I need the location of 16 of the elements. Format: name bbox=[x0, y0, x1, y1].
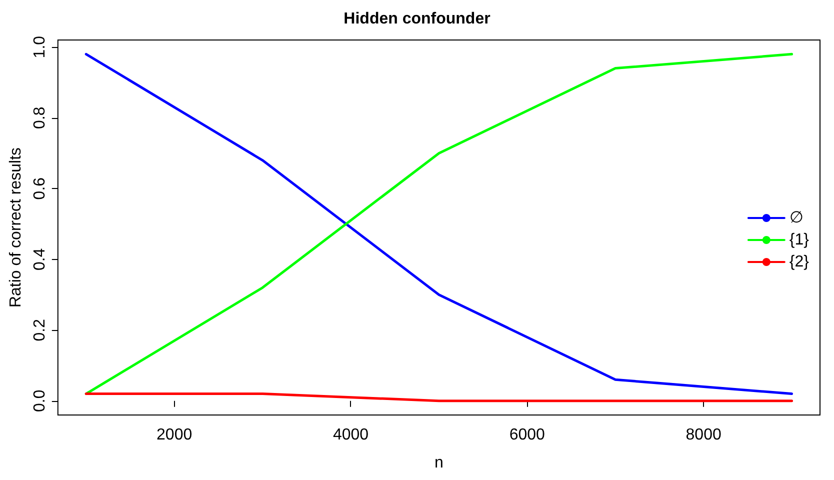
x-tick-label: 6000 bbox=[509, 426, 546, 444]
x-tick-label: 8000 bbox=[686, 426, 722, 444]
legend-label: ∅ bbox=[789, 210, 804, 226]
y-axis-title: Ratio of correct results bbox=[8, 147, 24, 308]
x-tick-label: 4000 bbox=[332, 426, 369, 444]
y-tick-label: 0.8 bbox=[31, 106, 48, 129]
legend-label: {2} bbox=[789, 254, 810, 270]
x-axis-title: n bbox=[434, 454, 444, 472]
y-tick-label: 1.0 bbox=[31, 36, 48, 58]
legend-label: {1} bbox=[789, 232, 810, 248]
chart-title: Hidden confounder bbox=[344, 10, 490, 28]
x-tick-label: 2000 bbox=[156, 426, 192, 444]
y-tick-label: 0.4 bbox=[31, 248, 48, 270]
y-tick-label: 0.2 bbox=[31, 318, 48, 342]
y-tick-label: 0.6 bbox=[31, 177, 48, 200]
y-tick-label: 0.0 bbox=[31, 390, 48, 412]
